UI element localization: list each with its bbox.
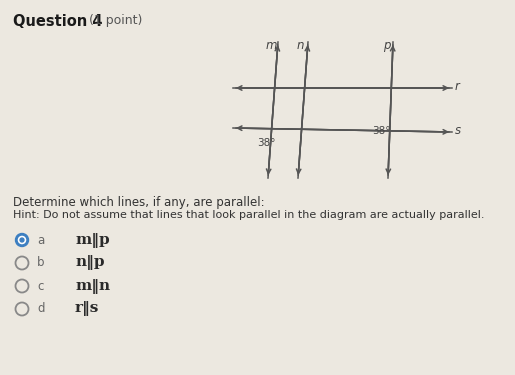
Text: 38°: 38° — [257, 138, 275, 148]
Circle shape — [20, 238, 24, 242]
Text: r‖s: r‖s — [75, 302, 99, 316]
Text: r: r — [455, 80, 460, 93]
Text: b: b — [37, 256, 44, 270]
Text: Determine which lines, if any, are parallel:: Determine which lines, if any, are paral… — [13, 196, 265, 209]
Text: (1 point): (1 point) — [85, 14, 142, 27]
Text: d: d — [37, 303, 44, 315]
Text: s: s — [455, 123, 461, 136]
Text: 38°: 38° — [372, 126, 390, 136]
Text: n‖p: n‖p — [75, 255, 105, 270]
Text: c: c — [37, 279, 43, 292]
Text: m‖p: m‖p — [75, 232, 110, 248]
Text: Question 4: Question 4 — [13, 14, 102, 29]
Circle shape — [19, 236, 26, 244]
Text: a: a — [37, 234, 44, 246]
Circle shape — [15, 234, 28, 246]
Text: p: p — [383, 39, 391, 52]
Text: n: n — [296, 39, 304, 52]
Text: Hint: Do not assume that lines that look parallel in the diagram are actually pa: Hint: Do not assume that lines that look… — [13, 210, 485, 220]
Text: m‖n: m‖n — [75, 279, 110, 294]
Text: m: m — [265, 39, 277, 52]
